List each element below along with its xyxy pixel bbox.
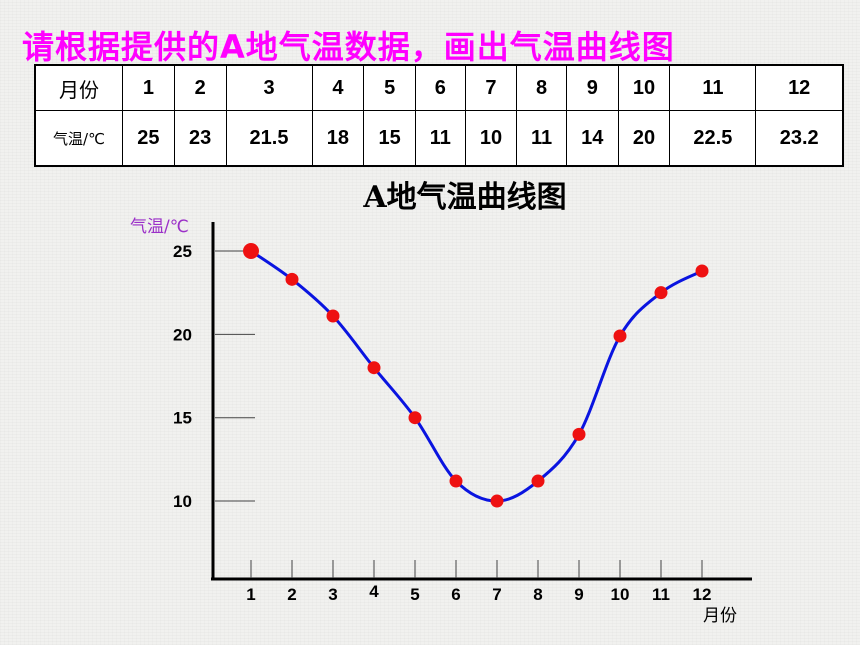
data-point (367, 361, 381, 375)
x-tick-label: 7 (492, 585, 501, 604)
x-tick-label: 9 (574, 585, 583, 604)
y-ticks: 10 15 20 25 (173, 242, 255, 511)
y-tick-label: 20 (173, 325, 192, 344)
month-cell: 1 (122, 64, 175, 111)
month-cell: 11 (669, 64, 757, 111)
y-tick-label: 10 (173, 492, 192, 511)
temp-cell: 15 (363, 110, 417, 167)
page-heading: 请根据提供的A地气温数据，画出气温曲线图 (22, 28, 675, 66)
y-tick-label: 25 (173, 242, 192, 261)
x-tick-label: 2 (287, 585, 296, 604)
month-cell: 3 (225, 64, 313, 111)
temp-cell: 20 (617, 110, 671, 167)
temp-cell: 11 (415, 110, 466, 167)
x-tick-label: 10 (611, 585, 630, 604)
row-header-month: 月份 (34, 64, 123, 111)
axes (211, 222, 752, 581)
x-tick-label: 8 (533, 585, 542, 604)
temp-cell: 21.5 (225, 110, 313, 167)
row-header-temp: 气温/℃ (34, 110, 123, 167)
data-points (243, 243, 709, 508)
temp-cell: 10 (464, 110, 518, 167)
data-point (695, 264, 709, 278)
temp-cell: 25 (122, 110, 175, 167)
x-tick-label: 4 (369, 582, 379, 601)
y-tick-label: 15 (173, 409, 192, 428)
x-tick-label: 1 (246, 585, 255, 604)
temp-cell: 18 (311, 110, 365, 167)
table-row-temps: 气温/℃ 25 23 21.5 18 15 11 10 11 14 20 22.… (34, 110, 844, 167)
month-cell: 8 (516, 64, 567, 111)
data-point (490, 494, 504, 508)
x-tick-label: 12 (693, 585, 712, 604)
data-point (531, 474, 545, 488)
data-point (326, 309, 340, 323)
table-row-months: 月份 1 2 3 4 5 6 7 8 9 10 11 12 (34, 64, 844, 111)
x-tick-label: 3 (328, 585, 337, 604)
y-axis-label: 气温/℃ (130, 217, 189, 237)
data-point (408, 411, 422, 425)
month-cell: 12 (755, 64, 844, 111)
temp-cell: 23.2 (755, 110, 844, 167)
data-point (449, 474, 463, 488)
month-cell: 5 (363, 64, 417, 111)
data-point (613, 329, 627, 343)
temperature-data-table: 月份 1 2 3 4 5 6 7 8 9 10 11 12 气温/℃ 25 23… (34, 64, 844, 167)
data-point (243, 243, 259, 259)
x-ticks: 1 2 3 4 5 6 7 8 9 10 11 12 (246, 560, 711, 604)
month-cell: 9 (565, 64, 619, 111)
month-cell: 10 (617, 64, 671, 111)
x-tick-label: 5 (410, 585, 419, 604)
chart-title: A地气温曲线图 (363, 180, 567, 215)
x-tick-label: 6 (451, 585, 460, 604)
x-tick-label: 11 (652, 585, 670, 604)
data-point (285, 272, 299, 286)
data-point (654, 286, 668, 300)
data-point (572, 427, 586, 441)
month-cell: 4 (311, 64, 365, 111)
temp-cell: 22.5 (669, 110, 757, 167)
month-cell: 7 (464, 64, 518, 111)
x-axis-label: 月份 (703, 606, 737, 626)
temp-cell: 23 (173, 110, 227, 167)
temperature-curve (250, 249, 703, 503)
